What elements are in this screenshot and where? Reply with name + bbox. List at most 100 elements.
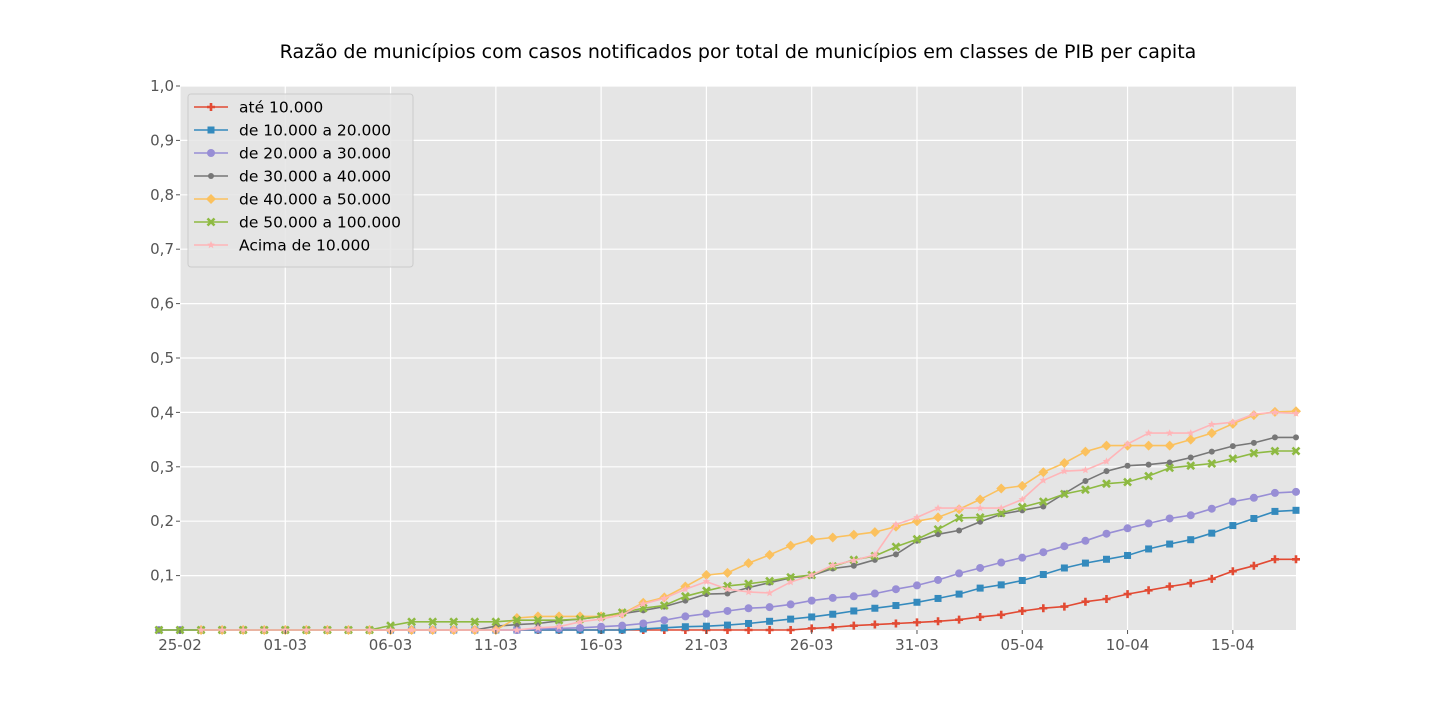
legend-marker [206,217,216,227]
data-point [1060,467,1069,475]
data-point [1017,480,1028,491]
legend-item: até 10.000 [194,99,323,117]
data-point [576,617,584,626]
data-point [1080,446,1091,457]
data-point [681,623,689,631]
data-point [1228,454,1238,464]
data-point [470,617,480,627]
data-point [1101,440,1112,451]
data-point [239,626,247,634]
data-point [744,587,753,596]
data-point [701,570,712,581]
data-point [1123,590,1132,599]
data-point [1186,579,1195,588]
data-point [933,512,944,523]
data-point [1207,574,1216,583]
data-point [722,567,733,578]
data-point [1038,467,1049,478]
data-point [955,615,964,624]
data-point [1144,429,1153,437]
data-point [1270,488,1279,497]
data-point [597,622,606,631]
data-point [576,623,585,632]
data-point [871,604,879,612]
data-point [827,532,838,543]
data-point [1081,597,1090,606]
data-point [1102,457,1111,465]
data-point [701,586,711,596]
data-point [1165,463,1175,473]
x-tick-label: 01-03 [263,636,307,654]
data-point [1291,446,1301,456]
data-point [386,621,395,631]
data-point [934,594,942,602]
data-point [1250,410,1258,418]
data-point [954,513,964,523]
data-point [955,569,964,578]
data-point [807,571,816,579]
legend-box [187,93,414,268]
data-point [449,626,458,634]
y-tick-label: 0,1 [150,567,174,585]
x-axis: 25-02 01-03 06-03 11-03 16-03 21-03 26-03 31-03… [158,630,1255,654]
legend-item: Acima de 10.000 [194,237,370,255]
data-point [743,558,754,569]
data-point [1082,477,1089,484]
data-point [829,561,837,569]
data-point [892,602,900,610]
legend-item: de 50.000 a 100.000 [194,214,401,232]
data-point [218,626,226,634]
data-point [1123,524,1132,533]
data-point [1102,479,1111,489]
y-tick-label: 0,3 [150,458,174,476]
legend-label: Acima de 10.000 [239,237,370,255]
data-point [912,534,922,544]
data-point [997,610,1006,619]
x-tick-label: 31-03 [895,636,939,654]
data-point [1206,428,1217,439]
data-point [618,626,626,634]
data-point [1271,408,1279,416]
x-tick-label: 06-03 [369,636,413,654]
data-point [1208,529,1216,537]
data-point [597,615,605,623]
data-point [1018,553,1027,562]
data-point [850,556,858,564]
data-point [891,542,901,552]
y-tick-label: 0,8 [150,186,174,204]
data-point [892,520,900,528]
data-point [1164,440,1175,451]
data-point [997,558,1006,567]
data-point [471,626,479,634]
data-point [785,540,796,551]
data-point [912,618,921,627]
data-point [1165,514,1174,523]
data-point [1144,519,1153,528]
data-point [723,585,732,593]
data-point [428,626,437,634]
data-point [870,589,879,598]
chart-title: Razão de municípios com casos notificado… [280,41,1197,63]
data-point [639,599,647,608]
data-point [1124,462,1131,469]
data-point [913,598,921,606]
data-point [1292,555,1300,564]
data-point [1143,440,1154,451]
data-point [975,494,986,505]
data-point [260,626,268,634]
data-point [1039,548,1048,557]
x-tick-label: 11-03 [474,636,518,654]
data-point [1208,420,1216,428]
data-point [744,626,753,634]
data-point [1102,529,1111,538]
data-point [891,619,900,628]
data-point [1081,536,1090,545]
data-point [1228,497,1237,506]
legend-item: de 30.000 a 40.000 [194,168,391,186]
data-point [344,626,353,634]
series-group [197,408,1300,634]
data-point [680,591,690,601]
data-point [1165,429,1174,437]
legend-marker [206,194,216,204]
data-point [976,584,984,592]
